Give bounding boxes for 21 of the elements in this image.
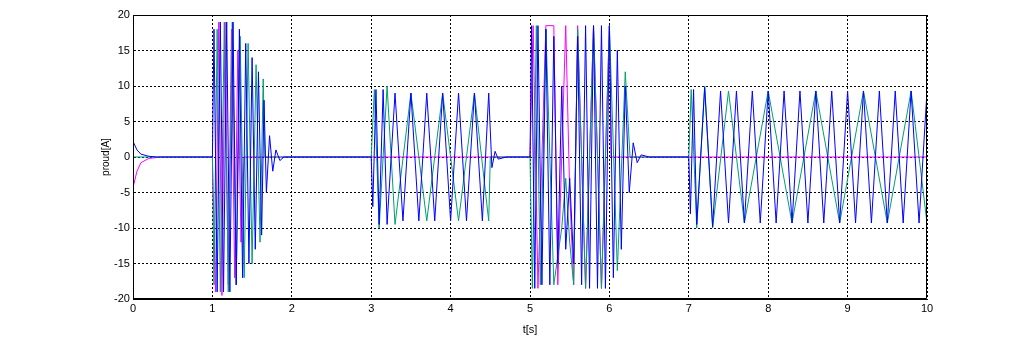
x-tick-label: 3 [368,301,375,314]
y-tick-label: -10 [114,221,130,234]
x-tick-label: 2 [288,301,295,314]
y-tick-label: 0 [123,150,130,163]
y-tick-label: -20 [114,292,130,305]
x-tick-label: 6 [606,301,613,314]
x-axis-title: t[s] [522,323,538,336]
y-tick-label: 10 [117,79,130,92]
y-tick-label: -15 [114,256,130,269]
y-tick-label: 15 [117,43,130,56]
y-axis-title: proud[A] [99,137,111,176]
x-tick-label: 5 [526,301,534,314]
x-tick-label: 4 [447,301,454,314]
x-tick-label: 9 [844,301,851,314]
y-tick-label: -5 [120,185,130,198]
x-tick-label: 10 [920,301,934,314]
x-tick-label: 8 [765,301,772,314]
y-tick-label: 20 [117,8,130,21]
y-tick-label: 5 [123,114,130,127]
x-tick-label: 1 [209,301,216,314]
x-tick-label: 7 [685,301,692,314]
